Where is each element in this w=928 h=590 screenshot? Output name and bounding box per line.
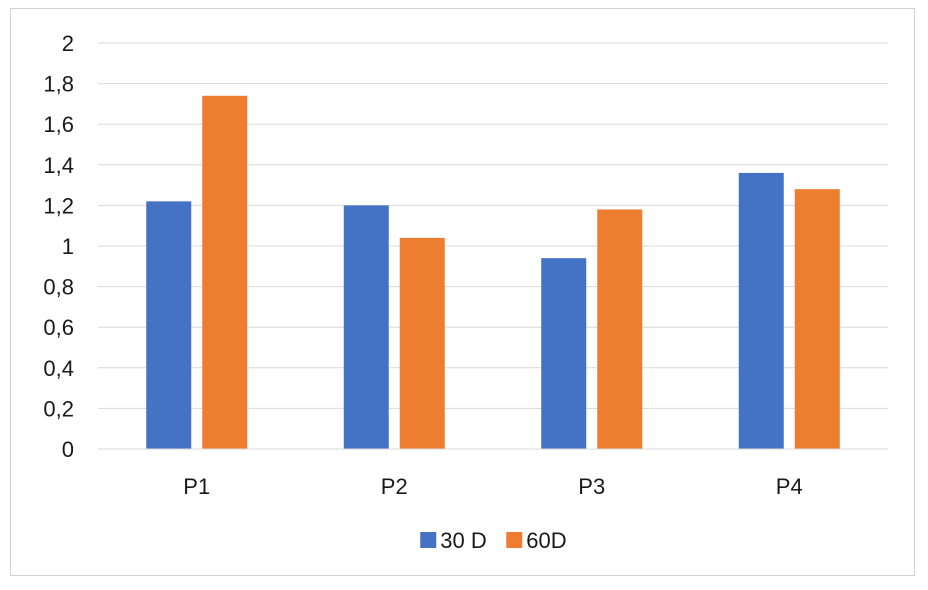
- y-tick-label: 1: [62, 234, 74, 259]
- y-tick-label: 1,6: [43, 112, 74, 137]
- y-axis: 0 0,2 0,4 0,6 0,8 1 1,2 1,4 1,6 1,8 2: [43, 31, 74, 462]
- x-tick-label: P2: [381, 474, 408, 499]
- x-tick-label: P4: [776, 474, 803, 499]
- bar-60d-p1: [202, 95, 248, 449]
- x-tick-label: P3: [578, 474, 605, 499]
- y-tick-label: 0,6: [43, 315, 74, 340]
- bar-60d-p2: [399, 237, 445, 449]
- legend-swatch: [506, 532, 523, 548]
- y-tick-label: 2: [62, 31, 74, 56]
- y-tick-label: 1,2: [43, 193, 74, 218]
- legend-label: 30 D: [440, 528, 486, 553]
- legend-swatch: [420, 532, 437, 548]
- bar-30d-p3: [541, 258, 587, 449]
- bar-60d-p3: [597, 209, 643, 449]
- y-tick-label: 0: [62, 437, 74, 462]
- bar-30d-p1: [146, 201, 192, 449]
- x-axis: P1 P2 P3 P4: [98, 448, 888, 499]
- bar-30d-p4: [738, 172, 784, 450]
- y-tick-label: 0,2: [43, 396, 74, 421]
- y-tick-label: 0,4: [43, 356, 74, 381]
- y-tick-label: 1,8: [43, 72, 74, 97]
- legend-label: 60D: [526, 528, 566, 553]
- bar-60d-p4: [794, 189, 840, 449]
- bars: [146, 95, 840, 450]
- legend: 30 D 60D: [420, 528, 567, 553]
- x-tick-label: P1: [183, 474, 210, 499]
- bar-30d-p2: [343, 205, 389, 449]
- y-tick-label: 0,8: [43, 275, 74, 300]
- y-tick-label: 1,4: [43, 153, 74, 178]
